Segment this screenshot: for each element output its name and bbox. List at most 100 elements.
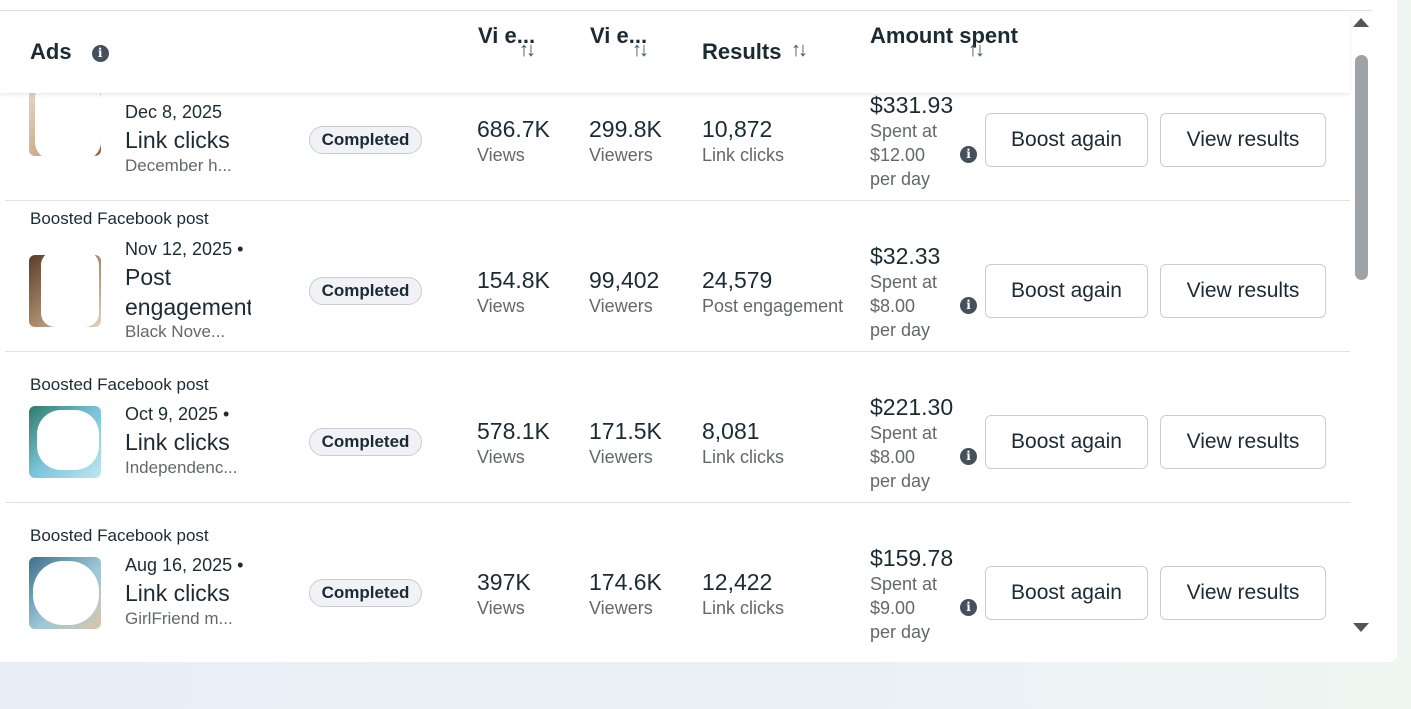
column-header-viewers-line2: e...: [616, 23, 648, 48]
ads-table-body: Dec 8, 2025 Link clicks December h... Co…: [5, 84, 1350, 653]
ad-date: Nov 12, 2025 •: [125, 239, 244, 259]
ad-thumbnail[interactable]: [29, 255, 101, 327]
views-label: Views: [477, 145, 525, 165]
column-header-views-line1: Vi: [478, 23, 499, 48]
post-type: Boosted Facebook post: [30, 209, 209, 228]
viewers-label: Viewers: [589, 598, 653, 618]
ad-objective: Link clicks: [125, 127, 230, 153]
boost-again-button[interactable]: Boost again: [985, 415, 1148, 469]
table-row[interactable]: Boosted Facebook post Nov 12, 2025 • Pos…: [5, 201, 1350, 352]
post-type: Boosted Facebook post: [30, 526, 209, 545]
view-results-button[interactable]: View results: [1160, 415, 1326, 469]
views-label: Views: [477, 598, 525, 618]
views-label: Views: [477, 296, 525, 316]
scroll-up-arrow-icon[interactable]: [1353, 18, 1369, 27]
results-label: Link clicks: [702, 598, 785, 618]
results-value: 8,081: [702, 418, 760, 444]
spend-rate-line: Spent at: [870, 574, 938, 594]
spend-rate-period: per day: [870, 320, 931, 340]
ad-thumbnail[interactable]: [29, 557, 101, 629]
info-icon[interactable]: i: [960, 599, 977, 616]
spend-rate: Spent at $8.00 per day: [870, 270, 950, 342]
column-header-ads-label: Ads: [30, 39, 72, 64]
table-row[interactable]: Boosted Facebook post Aug 16, 2025 • Lin…: [5, 503, 1350, 653]
amount-spent: $221.30: [870, 394, 954, 420]
ad-objective: Link clicks: [125, 580, 230, 606]
view-results-button[interactable]: View results: [1160, 113, 1326, 167]
post-type: Boosted Facebook post: [30, 375, 209, 394]
spend-rate: Spent at $12.00 per day: [870, 119, 950, 191]
table-row[interactable]: Boosted Facebook post Oct 9, 2025 • Link…: [5, 352, 1350, 503]
boost-again-button[interactable]: Boost again: [985, 264, 1148, 318]
top-divider: [0, 10, 1372, 11]
ad-objective: Link clicks: [125, 429, 230, 455]
ad-description: Independenc...: [125, 458, 238, 477]
viewers-value: 171.5K: [589, 418, 662, 444]
sort-arrows-icon[interactable]: ↑↓: [968, 39, 985, 61]
spend-rate-period: per day: [870, 622, 931, 642]
ad-thumbnail[interactable]: [29, 84, 101, 156]
views-label: Views: [477, 447, 525, 467]
column-header-views[interactable]: Vi e...: [478, 21, 535, 51]
column-header-viewers[interactable]: Vi e...: [590, 21, 647, 51]
spend-rate-line: Spent at: [870, 272, 938, 292]
column-header-viewers-line1: Vi: [590, 23, 611, 48]
viewers-label: Viewers: [589, 296, 653, 316]
results-label: Link clicks: [702, 145, 785, 165]
status-badge: Completed: [309, 126, 422, 154]
spend-rate-amount: $8.00: [870, 447, 916, 467]
column-header-results[interactable]: Results: [702, 37, 781, 67]
table-row[interactable]: Dec 8, 2025 Link clicks December h... Co…: [5, 84, 1350, 201]
views-value: 686.7K: [477, 116, 550, 142]
results-value: 24,579: [702, 267, 773, 293]
column-header-results-label: Results: [702, 39, 782, 64]
results-label: Post engagement: [702, 296, 844, 316]
column-header-amount-line2: spent: [959, 23, 1018, 48]
info-icon[interactable]: i: [960, 448, 977, 465]
column-header-amount-spent[interactable]: Amount spent: [870, 21, 1018, 51]
sort-arrows-icon[interactable]: ↑↓: [791, 39, 808, 61]
ad-thumbnail[interactable]: [29, 406, 101, 478]
status-badge: Completed: [309, 579, 422, 607]
spend-rate-line: Spent at: [870, 423, 938, 443]
ads-table-panel: Dec 8, 2025 Link clicks December h... Co…: [0, 10, 1372, 653]
scroll-down-arrow-icon[interactable]: [1353, 623, 1369, 632]
status-badge: Completed: [309, 277, 422, 305]
boost-again-button[interactable]: Boost again: [985, 113, 1148, 167]
sort-arrows-icon[interactable]: ↑↓: [632, 39, 649, 61]
views-value: 397K: [477, 569, 531, 595]
amount-spent: $159.78: [870, 545, 954, 571]
view-results-button[interactable]: View results: [1160, 566, 1326, 620]
column-header-amount-line1: Amount: [870, 23, 954, 48]
ad-description: December h...: [125, 156, 232, 175]
view-results-button[interactable]: View results: [1160, 264, 1326, 318]
table-header: Ads i Vi e... ↑↓ Vi e... ↑↓ Results ↑↓ A…: [0, 11, 1350, 93]
viewers-label: Viewers: [589, 447, 653, 467]
boost-again-button[interactable]: Boost again: [985, 566, 1148, 620]
viewers-value: 174.6K: [589, 569, 662, 595]
spend-rate-amount: $9.00: [870, 598, 916, 618]
info-icon[interactable]: i: [91, 45, 109, 62]
ad-date: Dec 8, 2025: [125, 102, 223, 122]
info-icon[interactable]: i: [960, 297, 977, 314]
amount-spent: $331.93: [870, 92, 954, 118]
results-value: 10,872: [702, 116, 773, 142]
status-badge: Completed: [309, 428, 422, 456]
spend-rate-amount: $12.00: [870, 145, 926, 165]
ad-description: Black Nove...: [125, 322, 226, 341]
spend-rate-amount: $8.00: [870, 296, 916, 316]
spend-rate: Spent at $9.00 per day: [870, 572, 950, 644]
spend-rate-line: Spent at: [870, 121, 938, 141]
sort-arrows-icon[interactable]: ↑↓: [519, 39, 536, 61]
ad-objective: Post engagement: [125, 264, 251, 320]
views-value: 578.1K: [477, 418, 550, 444]
views-value: 154.8K: [477, 267, 550, 293]
scrollbar-thumb[interactable]: [1355, 55, 1368, 280]
viewers-value: 99,402: [589, 267, 660, 293]
viewers-value: 299.8K: [589, 116, 662, 142]
ad-date: Oct 9, 2025 •: [125, 404, 230, 424]
info-icon[interactable]: i: [960, 146, 977, 163]
column-header-views-line2: e...: [504, 23, 536, 48]
spend-rate: Spent at $8.00 per day: [870, 421, 950, 493]
column-header-ads[interactable]: Ads i: [30, 37, 109, 67]
